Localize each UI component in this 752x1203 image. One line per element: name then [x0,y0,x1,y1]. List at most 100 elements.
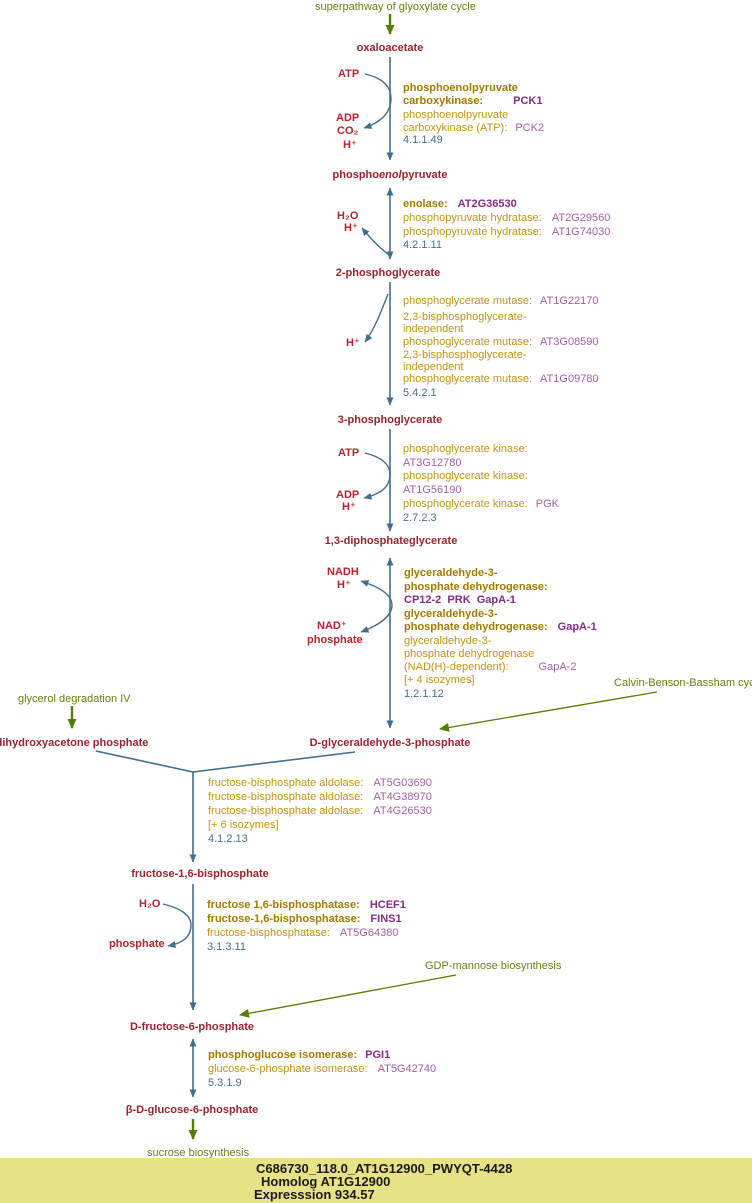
metabolite-hplus-mutase[interactable]: H⁺ [346,337,360,349]
enzyme-fbpase-line1[interactable]: fructose 1,6-bisphosphatase: HCEF1 [207,899,406,911]
enzyme-name[interactable]: (NAD(H)-dependent): [404,661,509,673]
gene-ids-cp12-prk-gapa1[interactable]: CP12-2 PRK GapA-1 [404,594,516,606]
enzyme-mutase-line1[interactable]: phosphoglycerate mutase: AT1G22170 [403,295,599,307]
enzyme-fbpase-line2[interactable]: fructose-1,6-bisphosphatase: FINS1 [207,913,402,925]
ec-number-5-3-1-9[interactable]: 5.3.1.9 [208,1077,242,1089]
enzyme-fbpase-line3[interactable]: fructose-bisphosphatase: AT5G64380 [207,927,398,939]
metabolite-atp-pgk[interactable]: ATP [338,447,360,459]
ec-number-4-1-2-13[interactable]: 4.1.2.13 [208,833,248,845]
gene-id-at1g56190[interactable]: AT1G56190 [403,484,462,496]
enzyme-pgi-line2[interactable]: glucose-6-phosphate isomerase: AT5G42740 [208,1063,436,1075]
gene-id-pgk[interactable]: PGK [535,498,559,510]
metabolite-hplus-enolase[interactable]: H⁺ [344,222,358,234]
ec-number-5-4-2-1[interactable]: 5.4.2.1 [403,387,437,399]
gene-id-at4g38970[interactable]: AT4G38970 [373,791,432,803]
pathway-link-glycerol-degradation[interactable]: glycerol degradation IV [18,693,131,705]
gene-id-gapa2[interactable]: GapA-2 [538,661,577,673]
metabolite-nad-gapdh[interactable]: NAD⁺ [317,620,347,632]
enzyme-enolase-line2[interactable]: phosphopyruvate hydratase: AT2G29560 [403,212,610,224]
compound-13-diphosphateglycerate[interactable]: 1,3-diphosphateglycerate [324,535,458,547]
enzyme-pepck-alt-line2[interactable]: carboxykinase (ATP): PCK2 [403,122,544,134]
ec-number-4-2-1-11[interactable]: 4.2.1.11 [403,239,442,251]
compound-dihydroxyacetone-phosphate[interactable]: dihydroxyacetone phosphate [0,737,149,749]
gene-id-fins1[interactable]: FINS1 [370,913,402,925]
metabolite-hplus-gapdh[interactable]: H⁺ [337,579,351,591]
enzyme-name[interactable]: fructose 1,6-bisphosphatase: [207,899,360,911]
enzyme-name[interactable]: phosphoglycerate mutase: [403,373,533,385]
gene-id-at5g64380[interactable]: AT5G64380 [339,927,399,939]
enzyme-pepck-name-line2[interactable]: carboxykinase: PCK1 [403,95,542,107]
enzyme-gapdh-name2a[interactable]: glyceraldehyde-3- [404,608,498,620]
compound-beta-d-glucose-6-phosphate[interactable]: β-D-glucose-6-phosphate [125,1104,259,1116]
ec-number-2-7-2-3[interactable]: 2.7.2.3 [403,512,437,524]
gene-id-at3g12780[interactable]: AT3G12780 [403,457,462,469]
enzyme-name[interactable]: phosphoglycerate mutase: [403,295,533,307]
gene-id-hcef1[interactable]: HCEF1 [369,899,406,911]
enzyme-pgk-line1[interactable]: phosphoglycerate kinase: [403,443,528,455]
enzyme-name[interactable]: phosphate dehydrogenase: [404,621,548,633]
enzyme-pgk-line3[interactable]: phosphoglycerate kinase: PGK [403,498,559,510]
enzyme-name[interactable]: phosphoglycerate mutase: [403,336,533,348]
enzyme-mutase-line3[interactable]: phosphoglycerate mutase: AT1G09780 [403,373,599,385]
compound-fructose-16-bisphosphate[interactable]: fructose-1,6-bisphosphate [131,868,269,880]
enzyme-gapdh-name2b[interactable]: phosphate dehydrogenase: GapA-1 [404,621,597,633]
gene-id-gapa1[interactable]: GapA-1 [557,621,597,633]
gene-id-at2g36530[interactable]: AT2G36530 [457,198,517,210]
metabolite-phosphate-fbpase[interactable]: phosphate [109,938,165,950]
enzyme-name[interactable]: fructose-1,6-bisphosphatase: [207,913,361,925]
enzyme-gapdh-name3a[interactable]: glyceraldehyde-3- [404,635,492,647]
enzyme-name[interactable]: carboxykinase: [403,95,484,107]
metabolite-adp-pgk[interactable]: ADP [336,489,360,501]
gene-id-pck1[interactable]: PCK1 [513,95,543,107]
enzyme-name[interactable]: fructose-bisphosphate aldolase: [208,777,364,789]
metabolite-h2o-fbpase[interactable]: H₂O [139,898,161,910]
enzyme-name[interactable]: phosphopyruvate hydratase: [403,212,542,224]
compound-d-glyceraldehyde-3-phosphate[interactable]: D-glyceraldehyde-3-phosphate [309,737,471,749]
metabolite-hplus-pgk[interactable]: H⁺ [342,501,356,513]
gene-id-pck2[interactable]: PCK2 [515,122,545,134]
gene-id-at1g09780[interactable]: AT1G09780 [540,373,599,385]
enzyme-aldolase-line2[interactable]: fructose-bisphosphate aldolase: AT4G38970 [208,791,432,803]
enzyme-pgi-line1[interactable]: phosphoglucose isomerase: PGI1 [208,1049,390,1061]
enzyme-name[interactable]: carboxykinase (ATP): [403,122,508,134]
metabolite-h2o-enolase[interactable]: H₂O [337,210,359,222]
metabolite-adp-pepck[interactable]: ADP [336,112,360,124]
pathway-link-glyoxylate-cycle[interactable]: superpathway of glyoxylate cycle [315,1,476,13]
metabolite-co2-pepck[interactable]: CO₂ [337,125,359,137]
gene-id-at3g08590[interactable]: AT3G08590 [540,336,599,348]
gene-id-at1g22170[interactable]: AT1G22170 [540,295,599,307]
compound-d-fructose-6-phosphate[interactable]: D-fructose-6-phosphate [129,1021,255,1033]
gene-id-at5g03690[interactable]: AT5G03690 [373,777,432,789]
enzyme-aldolase-line3[interactable]: fructose-bisphosphate aldolase: AT4G26530 [208,805,432,817]
ec-number-4-1-1-49[interactable]: 4.1.1.49 [403,134,443,146]
enzyme-pgk-line2[interactable]: phosphoglycerate kinase: [403,470,528,482]
gene-id-at5g42740[interactable]: AT5G42740 [377,1063,437,1075]
enzyme-mutase-line2[interactable]: phosphoglycerate mutase: AT3G08590 [403,336,599,348]
gene-id-at2g29560[interactable]: AT2G29560 [551,212,611,224]
pathway-link-calvin-cycle[interactable]: Calvin-Benson-Bassham cycle [614,677,752,689]
pathway-link-gdp-mannose[interactable]: GDP-mannose biosynthesis [425,960,562,972]
enzyme-gapdh-name3b[interactable]: phosphate dehydrogenase [404,648,535,660]
enzyme-name[interactable]: phosphopyruvate hydratase: [403,226,542,238]
enzyme-aldolase-isozymes[interactable]: [+ 6 isozymes] [208,819,279,831]
enzyme-name[interactable]: glucose-6-phosphate isomerase: [208,1063,368,1075]
enzyme-aldolase-line1[interactable]: fructose-bisphosphate aldolase: AT5G03690 [208,777,432,789]
ec-number-1-2-1-12[interactable]: 1.2.1.12 [404,688,444,700]
enzyme-enolase-line1[interactable]: enolase: AT2G36530 [403,198,517,210]
metabolite-hplus-pepck[interactable]: H⁺ [343,139,357,151]
pathway-link-sucrose-biosynthesis[interactable]: sucrose biosynthesis [147,1147,250,1159]
enzyme-name[interactable]: fructose-bisphosphate aldolase: [208,805,364,817]
metabolite-nadh-gapdh[interactable]: NADH [327,566,359,578]
enzyme-name[interactable]: fructose-bisphosphate aldolase: [208,791,364,803]
enzyme-enolase-line3[interactable]: phosphopyruvate hydratase: AT1G74030 [403,226,610,238]
compound-oxaloacetate[interactable]: oxaloacetate [356,42,424,54]
compound-phosphoenolpyruvate[interactable]: phosphoenolpyruvate [333,169,448,181]
enzyme-pepck-alt-line1[interactable]: phosphoenolpyruvate [403,109,509,121]
enzyme-name[interactable]: enolase: [403,198,448,210]
compound-3-phosphoglycerate[interactable]: 3-phosphoglycerate [337,414,443,426]
enzyme-pepck-name-line1[interactable]: phosphoenolpyruvate [403,82,518,94]
metabolite-atp-pepck[interactable]: ATP [338,68,360,80]
enzyme-gapdh-isozymes[interactable]: [+ 4 isozymes] [404,674,475,686]
ec-number-3-1-3-11[interactable]: 3.1.3.11 [207,941,246,953]
enzyme-name[interactable]: phosphoglucose isomerase: [208,1049,358,1061]
